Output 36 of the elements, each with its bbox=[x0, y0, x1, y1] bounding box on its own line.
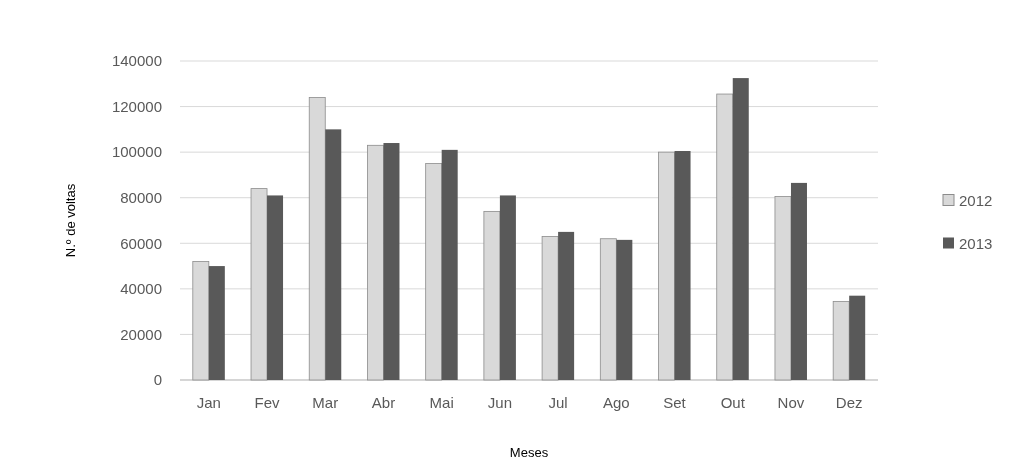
y-axis-title: N.º de voltas bbox=[63, 183, 78, 258]
bar bbox=[790, 182, 807, 380]
bar bbox=[849, 295, 866, 380]
x-tick-label: Dez bbox=[835, 394, 863, 411]
y-tick-label: 140000 bbox=[111, 52, 162, 70]
y-tick-label: 100000 bbox=[111, 143, 162, 161]
y-tick-label: 60000 bbox=[120, 234, 162, 252]
y-tick-label: 40000 bbox=[120, 280, 162, 298]
bar bbox=[558, 231, 575, 380]
x-tick-label: Jun bbox=[487, 394, 512, 411]
x-tick-label: Nov bbox=[777, 394, 805, 411]
y-tick-label: 20000 bbox=[120, 325, 162, 343]
legend-label: 2013 bbox=[959, 234, 993, 252]
bar bbox=[383, 143, 400, 380]
y-tick-label: 120000 bbox=[111, 97, 162, 115]
bar bbox=[267, 195, 284, 380]
bar bbox=[499, 195, 516, 380]
x-tick-label: Abr bbox=[371, 394, 396, 411]
x-tick-label: Set bbox=[663, 394, 687, 411]
x-axis-title: Meses bbox=[509, 445, 549, 460]
bar bbox=[325, 129, 342, 380]
y-tick-label: 80000 bbox=[120, 188, 162, 206]
legend-label: 2012 bbox=[959, 191, 993, 209]
x-tick-label: Jul bbox=[548, 394, 568, 411]
bar bbox=[732, 78, 749, 380]
x-tick-label: Mai bbox=[429, 394, 454, 411]
bar bbox=[674, 151, 691, 380]
x-tick-label: Fev bbox=[254, 394, 281, 411]
x-tick-label: Out bbox=[720, 394, 746, 411]
y-tick-label: 0 bbox=[153, 371, 162, 389]
x-tick-label: Ago bbox=[602, 394, 630, 411]
bar bbox=[441, 149, 458, 380]
x-tick-label: Mar bbox=[312, 394, 339, 411]
bar bbox=[208, 266, 225, 380]
bar bbox=[616, 239, 633, 380]
x-tick-label: Jan bbox=[196, 394, 221, 411]
